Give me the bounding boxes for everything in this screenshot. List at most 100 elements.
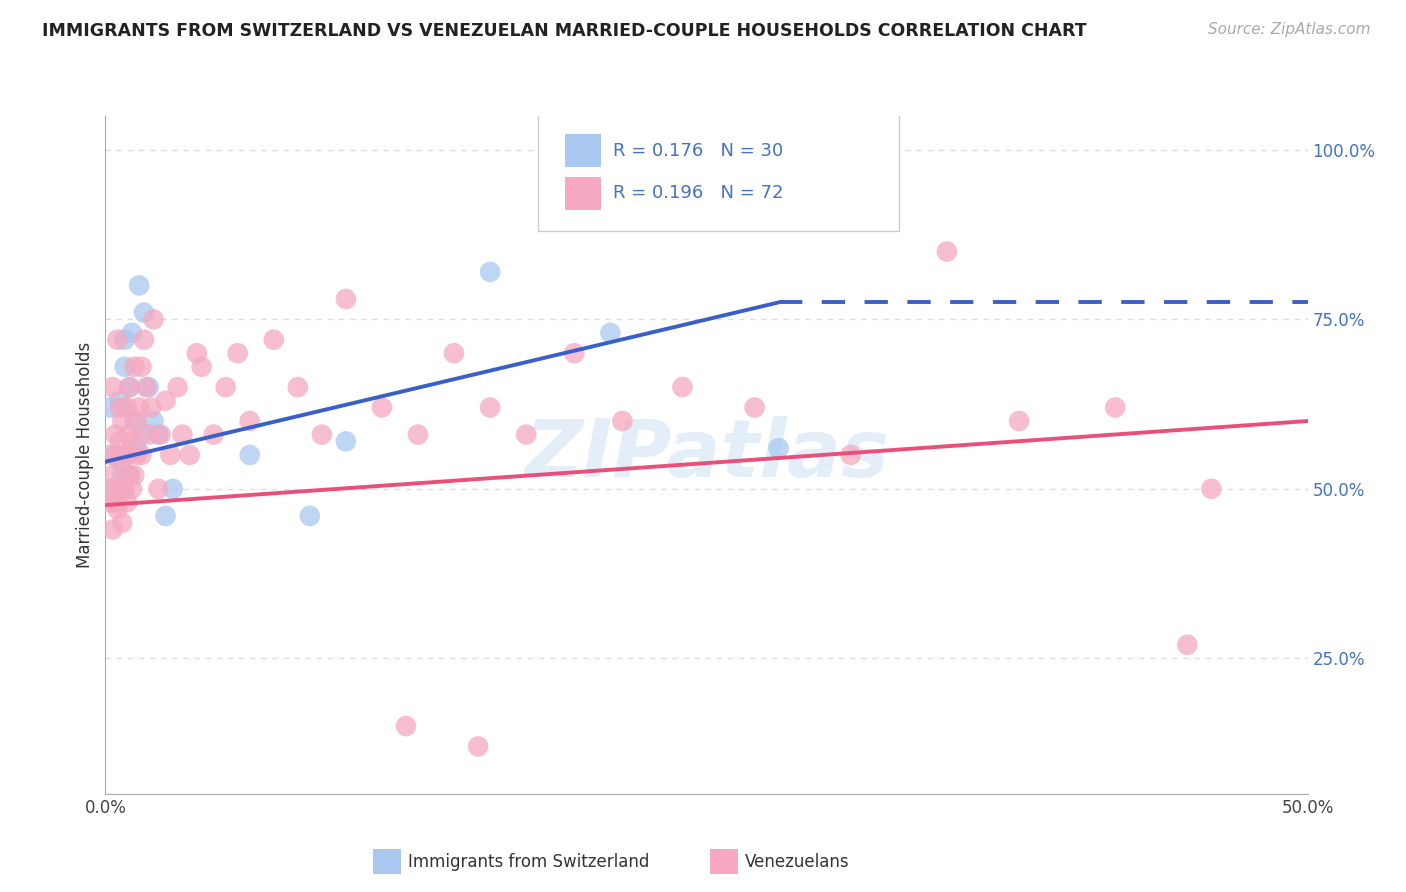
Text: Source: ZipAtlas.com: Source: ZipAtlas.com	[1208, 22, 1371, 37]
Point	[104, 448, 127, 462]
Point	[111, 455, 134, 469]
Point	[101, 380, 124, 394]
Point	[139, 401, 162, 415]
Point	[98, 495, 121, 509]
Point	[148, 482, 170, 496]
Point	[108, 482, 131, 496]
Point	[98, 448, 121, 462]
Point	[115, 401, 138, 415]
Point	[190, 359, 212, 374]
Point	[479, 265, 502, 279]
Point	[479, 401, 502, 415]
Point	[202, 427, 225, 442]
Point	[179, 448, 201, 462]
Point	[104, 427, 127, 442]
Point	[214, 380, 236, 394]
Point	[114, 333, 136, 347]
Point	[159, 448, 181, 462]
Point	[612, 414, 634, 428]
Point	[111, 516, 134, 530]
Point	[107, 448, 129, 462]
Point	[311, 427, 333, 442]
Point	[107, 333, 129, 347]
Point	[114, 482, 136, 496]
Point	[768, 441, 790, 455]
Point	[121, 326, 143, 340]
Point	[239, 414, 262, 428]
Point	[124, 468, 146, 483]
Point	[108, 393, 131, 408]
Point	[142, 312, 165, 326]
Point	[515, 427, 537, 442]
Point	[1104, 401, 1126, 415]
Point	[104, 495, 127, 509]
Point	[406, 427, 429, 442]
Point	[128, 278, 150, 293]
Point	[114, 448, 136, 462]
Point	[599, 326, 621, 340]
Point	[111, 482, 134, 496]
Point	[186, 346, 208, 360]
Point	[98, 401, 121, 415]
Point	[101, 482, 124, 496]
Point	[135, 380, 157, 394]
Point	[115, 495, 138, 509]
Point	[155, 508, 177, 523]
Point	[108, 455, 131, 469]
Point	[111, 468, 134, 483]
Point	[108, 401, 131, 415]
Text: IMMIGRANTS FROM SWITZERLAND VS VENEZUELAN MARRIED-COUPLE HOUSEHOLDS CORRELATION : IMMIGRANTS FROM SWITZERLAND VS VENEZUELA…	[42, 22, 1087, 40]
Point	[149, 427, 172, 442]
Text: Immigrants from Switzerland: Immigrants from Switzerland	[408, 853, 650, 871]
Point	[1008, 414, 1031, 428]
Text: R = 0.176   N = 30: R = 0.176 N = 30	[613, 142, 783, 160]
Point	[125, 448, 148, 462]
Point	[128, 401, 150, 415]
Point	[114, 359, 136, 374]
Point	[101, 468, 124, 483]
Point	[121, 482, 143, 496]
Point	[124, 414, 146, 428]
Point	[121, 434, 143, 449]
Point	[395, 719, 418, 733]
Point	[125, 414, 148, 428]
Point	[744, 401, 766, 415]
Point	[371, 401, 394, 415]
Point	[118, 380, 141, 394]
Point	[298, 508, 321, 523]
FancyBboxPatch shape	[565, 177, 600, 210]
Point	[839, 448, 862, 462]
Point	[131, 427, 153, 442]
Point	[101, 523, 124, 537]
Point	[118, 468, 141, 483]
Point	[1201, 482, 1223, 496]
Point	[108, 434, 131, 449]
Text: ZIPatlas: ZIPatlas	[524, 416, 889, 494]
Point	[107, 495, 129, 509]
Point	[115, 448, 138, 462]
Point	[132, 305, 155, 319]
Point	[131, 448, 153, 462]
Point	[172, 427, 194, 442]
Text: Venezuelans: Venezuelans	[745, 853, 849, 871]
Point	[131, 359, 153, 374]
FancyBboxPatch shape	[538, 112, 898, 231]
Point	[97, 482, 120, 496]
Point	[138, 380, 160, 394]
Point	[166, 380, 188, 394]
Y-axis label: Married-couple Households: Married-couple Households	[76, 342, 94, 568]
Point	[443, 346, 465, 360]
Point	[155, 393, 177, 408]
Point	[124, 359, 146, 374]
Point	[287, 380, 309, 394]
Point	[936, 244, 959, 259]
Point	[335, 292, 357, 306]
Point	[263, 333, 285, 347]
Point	[1175, 638, 1198, 652]
Point	[118, 380, 141, 394]
Point	[118, 468, 141, 483]
Point	[226, 346, 249, 360]
FancyBboxPatch shape	[565, 135, 600, 167]
Point	[562, 346, 585, 360]
Point	[335, 434, 357, 449]
